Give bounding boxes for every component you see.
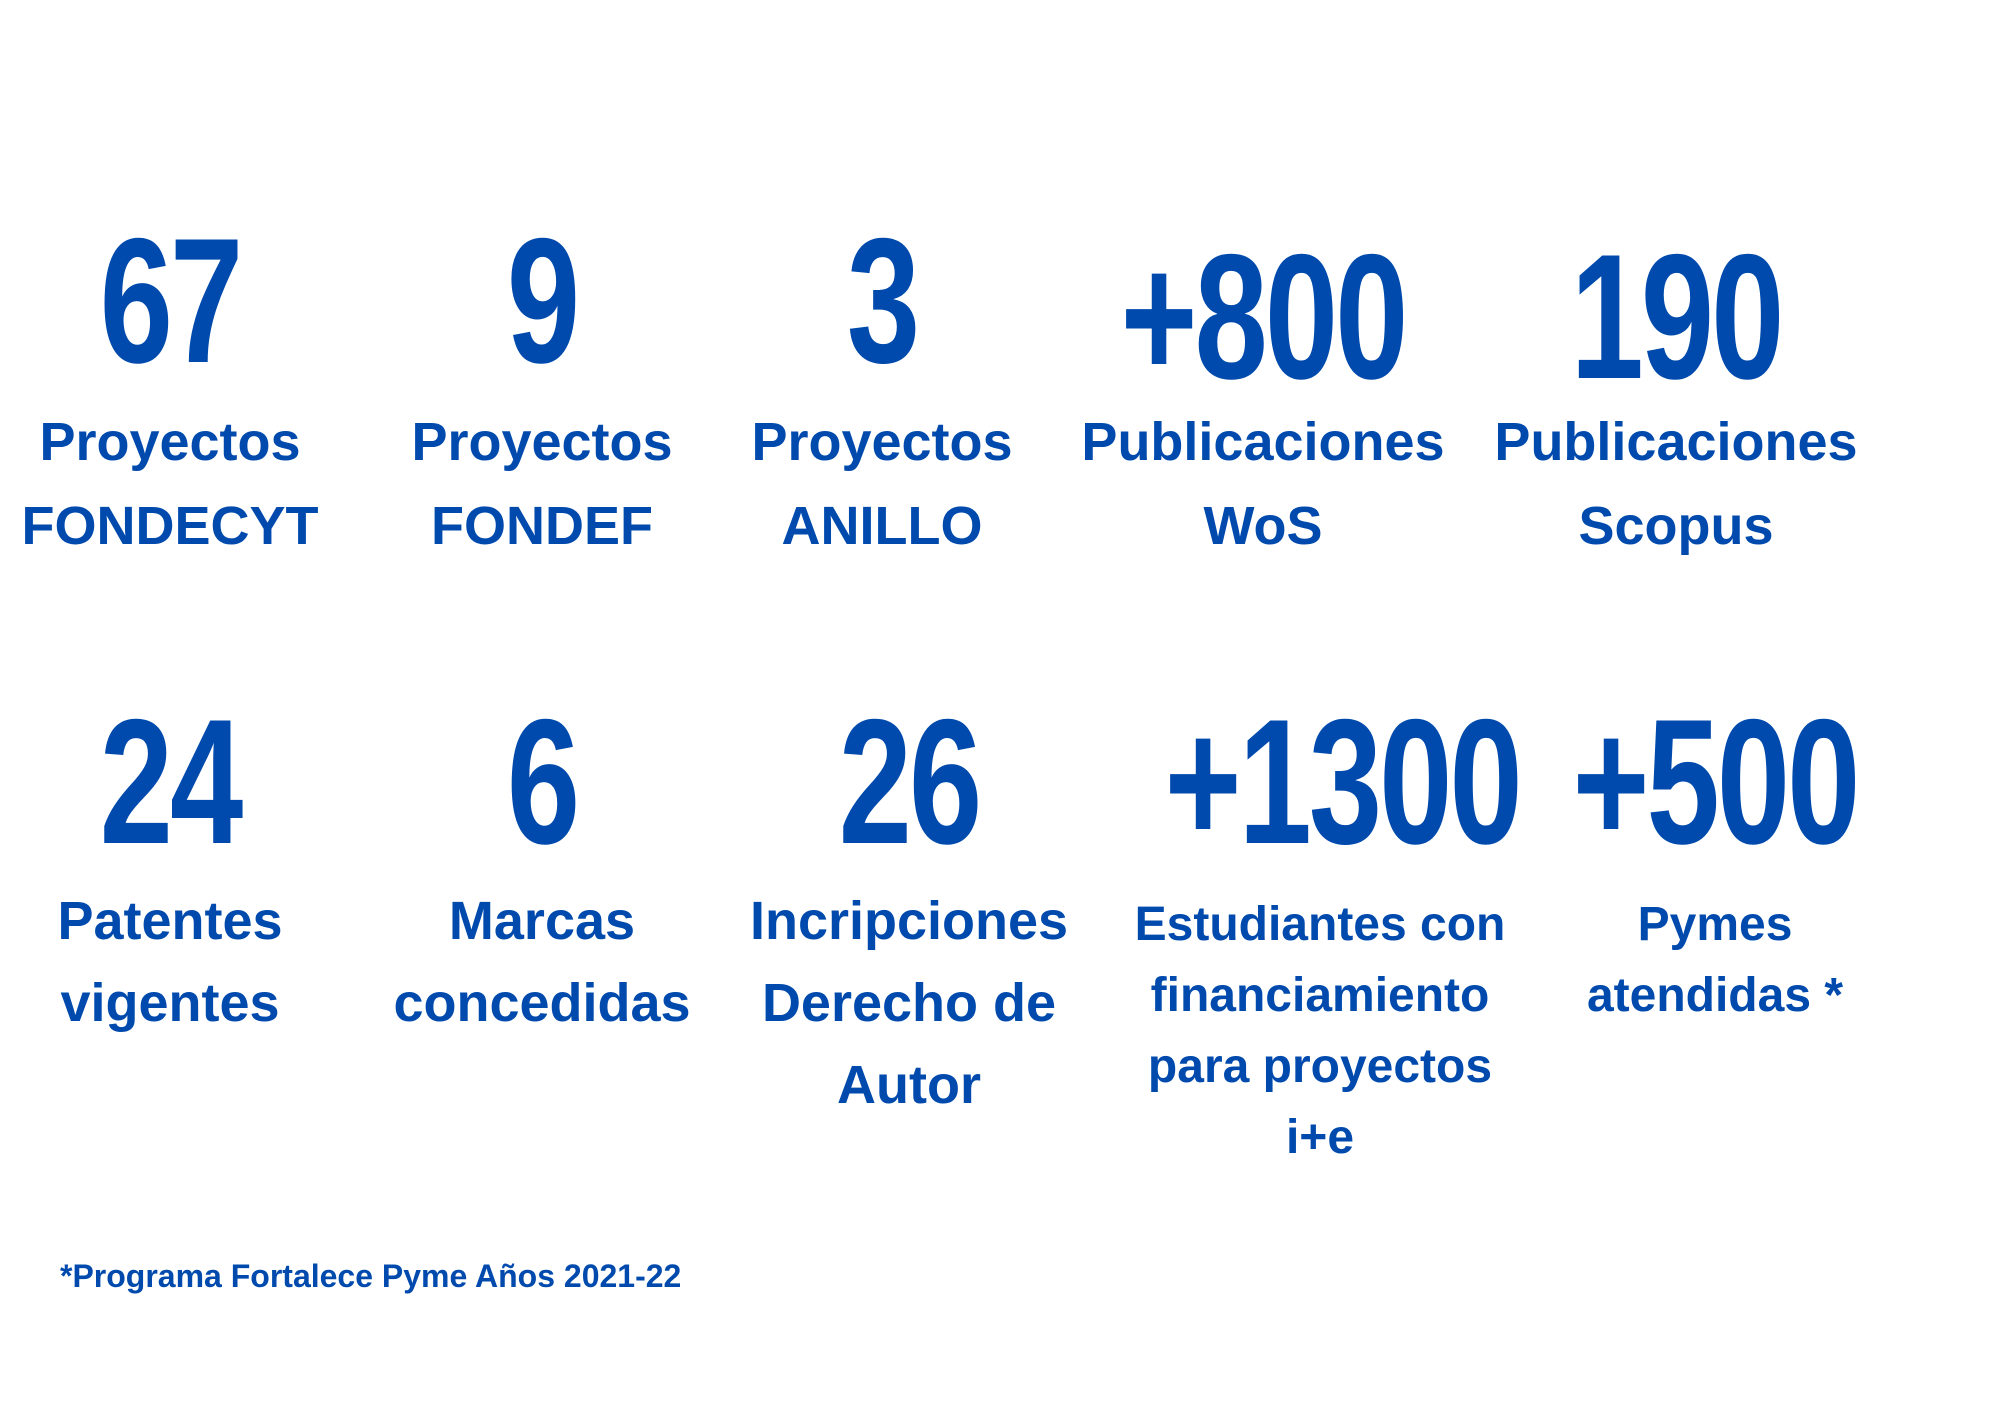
stat-value: 26: [838, 682, 983, 881]
stat-value: 24: [99, 682, 244, 881]
stat-label: Proyectos FONDECYT: [21, 412, 319, 556]
stat-label: Marcas concedidas: [393, 891, 691, 1033]
stat-label: Publicaciones WoS: [1081, 412, 1445, 556]
stat-value: +800: [1120, 217, 1409, 416]
footnote: *Programa Fortalece Pyme Años 2021-22: [60, 1258, 682, 1294]
stat-value: 190: [1570, 217, 1785, 416]
stat-label: Proyectos FONDEF: [411, 412, 673, 556]
stat-label: Proyectos ANILLO: [751, 412, 1013, 556]
stat-value: 67: [99, 201, 244, 400]
stat-label: Pymes atendidas *: [1586, 898, 1844, 1022]
stat-value: +1300: [1164, 682, 1523, 881]
stat-label: Publicaciones Scopus: [1494, 412, 1858, 556]
stat-label: Incripciones Derecho de Autor: [749, 891, 1069, 1115]
stat-value: 9: [506, 201, 580, 400]
stat-value: +500: [1572, 682, 1861, 881]
stat-label: Patentes vigentes: [57, 891, 283, 1033]
stat-value: 3: [846, 201, 920, 400]
stat-value: 6: [506, 682, 580, 881]
stat-label: Estudiantes con financiamiento para proy…: [1134, 898, 1506, 1164]
